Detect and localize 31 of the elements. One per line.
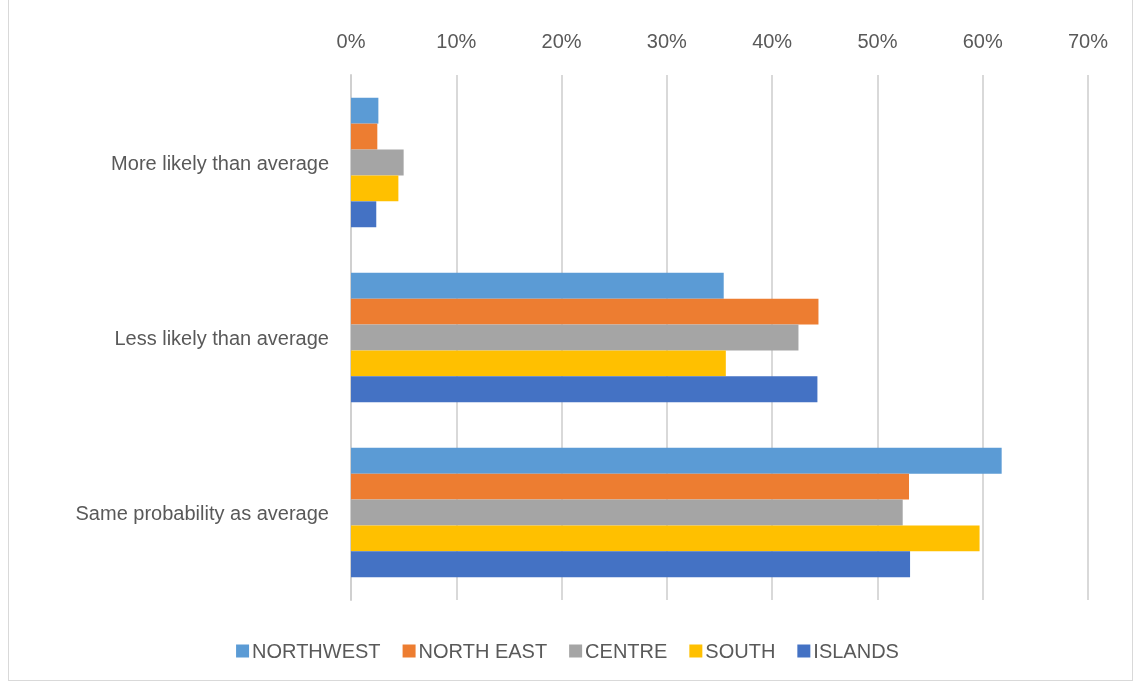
bar — [351, 298, 819, 325]
y-tick-label: Same probability as average — [75, 501, 329, 524]
bar — [351, 499, 903, 526]
bar — [351, 149, 404, 176]
bar — [351, 447, 1002, 474]
bar — [351, 376, 818, 403]
x-tick-label: 30% — [646, 30, 688, 52]
x-tick-label: 20% — [541, 30, 582, 52]
x-tick-label: 40% — [752, 30, 793, 52]
bar — [351, 350, 726, 377]
bar — [351, 473, 910, 500]
x-tick-label: 60% — [962, 30, 1003, 52]
bar — [351, 272, 724, 299]
legend-label: CENTRE — [585, 640, 668, 662]
legend-label: SOUTH — [705, 640, 776, 662]
legend-label: NORTH EAST — [418, 640, 548, 662]
bar — [351, 201, 377, 228]
bar — [351, 123, 378, 150]
bar — [351, 175, 399, 202]
bar — [351, 525, 980, 552]
x-tick-label: 10% — [436, 30, 477, 52]
x-tick-label: 70% — [1067, 30, 1109, 52]
x-tick-label: 0% — [336, 30, 366, 52]
y-tick-label: More likely than average — [111, 151, 329, 174]
bar — [351, 324, 799, 351]
y-tick-label: Less likely than average — [114, 326, 329, 349]
legend-label: ISLANDS — [813, 640, 899, 662]
bar — [351, 551, 911, 578]
legend-label: NORTHWEST — [252, 640, 381, 662]
x-tick-label: 50% — [857, 30, 898, 52]
bar — [351, 97, 379, 124]
